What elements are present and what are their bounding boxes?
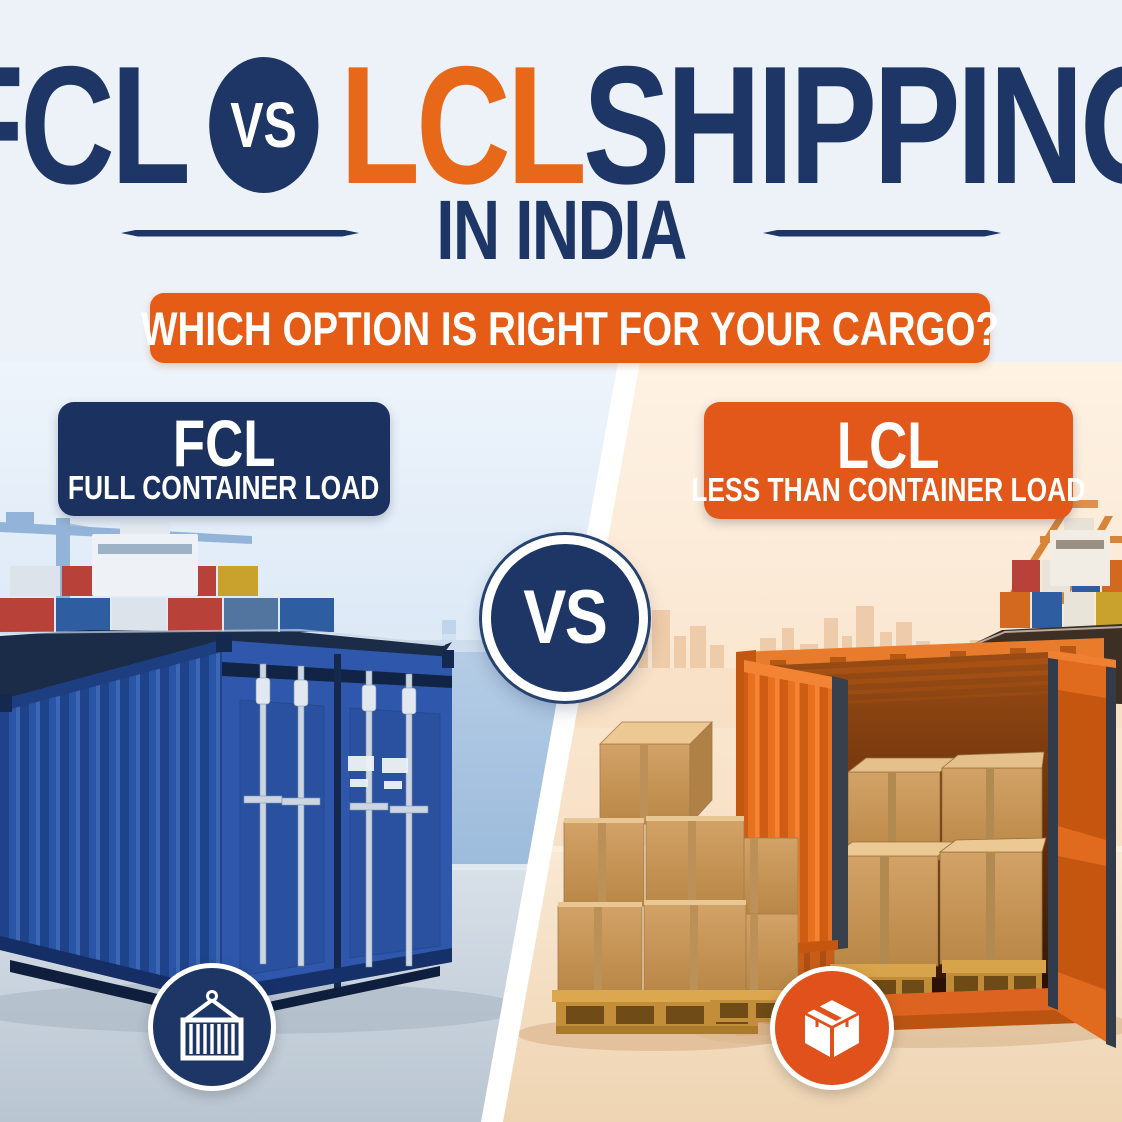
lcl-abbr: LCL: [837, 407, 940, 482]
question-banner-text: WHICH OPTION IS RIGHT FOR YOUR CARGO?: [141, 301, 999, 355]
main-headline: FCL VS LCL SHIPPING: [0, 31, 1122, 219]
versus-circle: VS: [482, 535, 648, 701]
ship-superstructure: [1050, 530, 1110, 586]
container-crane-icon: [148, 963, 276, 1091]
fcl-full-name: FULL CONTAINER LOAD: [68, 469, 380, 506]
right-dash-rule: [763, 229, 1001, 237]
headline-shipping: SHIPPING: [582, 31, 1122, 219]
lcl-full-name: LESS THAN CONTAINER LOAD: [691, 470, 1086, 508]
headline-fcl: FCL: [0, 31, 191, 219]
headline-vs-badge: VS: [208, 57, 319, 193]
corner-castings: [0, 634, 454, 712]
container-crane-glyph: [180, 990, 244, 1061]
boxes-inside-container: [832, 751, 1047, 967]
subheadline-text: IN INDIA: [436, 183, 687, 277]
door-lock-rods: [243, 663, 429, 968]
left-dash-rule: [121, 229, 359, 237]
ship-superstructure: [92, 534, 198, 596]
lcl-option-badge: LCL LESS THAN CONTAINER LOAD: [691, 402, 1086, 519]
versus-label: VS: [523, 575, 608, 660]
package-box-glyph: [802, 997, 862, 1057]
headline-vs-label: VS: [230, 89, 297, 161]
fcl-abbr: FCL: [172, 406, 276, 480]
package-box-icon: [770, 966, 894, 1090]
container-markings: [348, 756, 408, 789]
headline-lcl: LCL: [339, 31, 587, 219]
subheadline-row: IN INDIA: [0, 183, 1122, 277]
blue-shipping-container: [0, 634, 454, 1018]
right-door-open: [1048, 650, 1116, 1048]
cargo-boxes-on-pallets: [517, 721, 824, 1051]
fcl-option-badge: FCL FULL CONTAINER LOAD: [58, 402, 390, 516]
question-banner: WHICH OPTION IS RIGHT FOR YOUR CARGO?: [141, 293, 999, 363]
